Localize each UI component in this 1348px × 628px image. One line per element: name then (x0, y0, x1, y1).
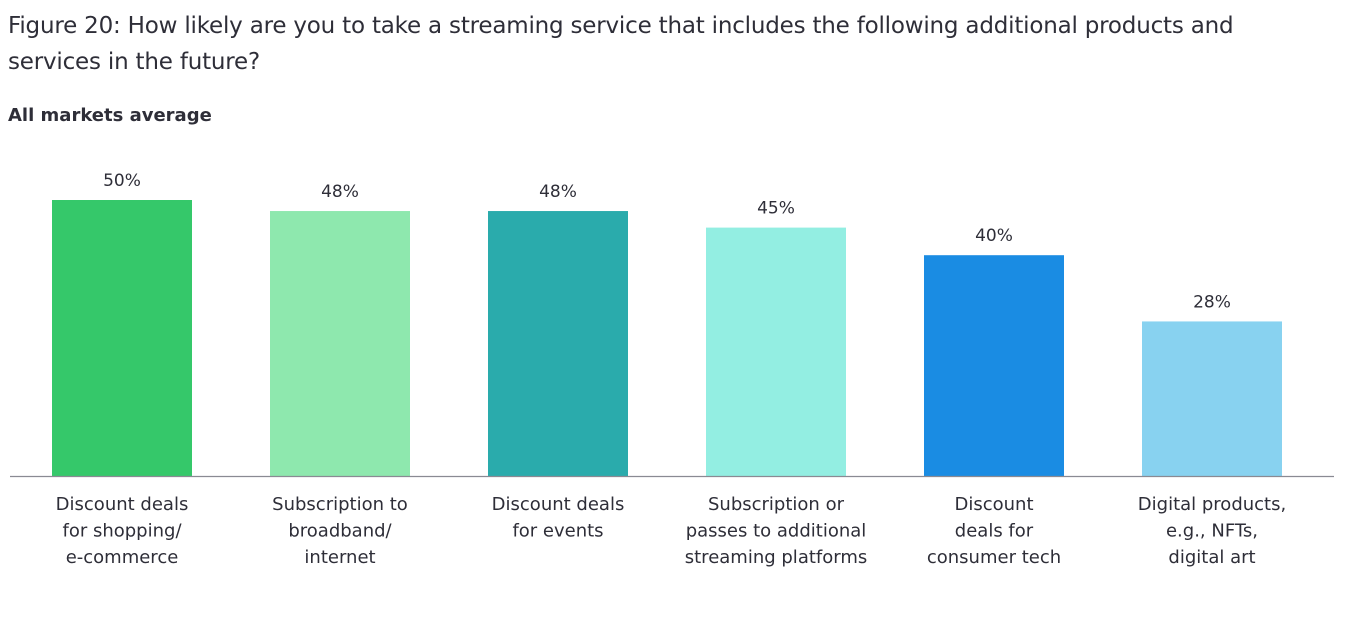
category-label-line: streaming platforms (685, 547, 868, 568)
chart-title: Figure 20: How likely are you to take a … (8, 13, 1234, 75)
category-label: Subscription or passes to additional strea… (685, 494, 868, 568)
bar (488, 211, 628, 477)
data-label: 28% (1193, 292, 1231, 312)
bar (924, 255, 1064, 476)
bar (1142, 321, 1282, 476)
category-label-line: Discount deals (492, 494, 625, 515)
category-label: Digital products, e.g., NFTs, digital art (1138, 494, 1286, 568)
category-label-line: Digital products, (1138, 494, 1286, 515)
chart-subtitle: All markets average (8, 105, 212, 126)
category-label-line: e-commerce (66, 547, 179, 568)
category-label-line: consumer tech (927, 547, 1061, 568)
data-label: 40% (975, 226, 1013, 246)
category-label-line: digital art (1168, 547, 1255, 568)
bar (270, 211, 410, 477)
data-label: 48% (321, 182, 359, 202)
category-label-line: deals for (955, 521, 1034, 542)
category-label-line: broadband/ (288, 521, 392, 542)
category-label-line: passes to additional (686, 521, 867, 542)
category-label: Discount deals for events (492, 494, 625, 542)
category-label-line: Subscription to (272, 494, 408, 515)
category-label-line: Discount deals (56, 494, 189, 515)
bar (52, 200, 192, 476)
data-label: 48% (539, 182, 577, 202)
category-label-line: Subscription or (708, 494, 845, 515)
category-label-line: internet (304, 547, 375, 568)
category-label: Discount deals for shopping/e-commerce (56, 494, 189, 568)
category-label-line: Discount (954, 494, 1033, 515)
bar (706, 227, 846, 476)
data-label: 45% (757, 199, 795, 219)
category-label-line: for events (512, 521, 603, 542)
category-label: Discount deals for consumer tech (927, 494, 1061, 568)
category-label: Subscription to broadband/internet (272, 494, 408, 568)
category-label-line: for shopping/ (62, 521, 182, 542)
category-label-line: e.g., NFTs, (1166, 521, 1258, 542)
data-label: 50% (103, 171, 141, 191)
